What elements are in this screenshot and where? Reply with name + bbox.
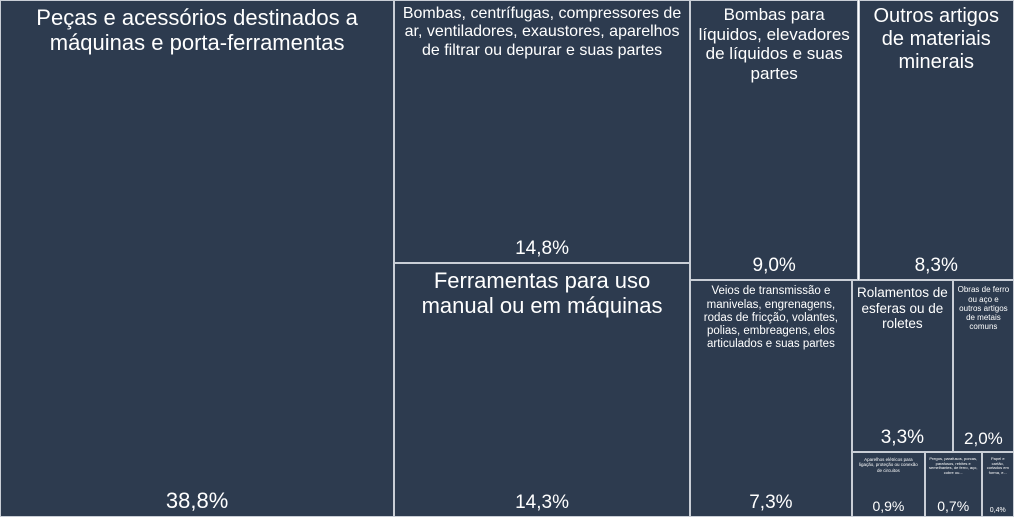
tile-value: 0,7% — [937, 497, 970, 514]
tile-value: 2,0% — [964, 429, 1003, 449]
tile: Bombas, centrífugas, compressores de ar,… — [394, 0, 690, 263]
tile-value: 0,4% — [989, 506, 1006, 514]
tile: Outros artigos de materiais minerais 8,3% — [858, 0, 1014, 281]
tile-name: Bombas para líquidos, elevadores de líqu… — [698, 5, 850, 83]
tile-value: 8,3% — [914, 255, 958, 277]
tile: Peças e acessórios destinados a máquinas… — [0, 0, 395, 517]
tile-value: 9,0% — [752, 255, 796, 277]
tile-name: Peças e acessórios destinados a máquinas… — [36, 5, 358, 56]
tile-name: Papel e cartão, cortados em forma, e... — [986, 456, 1009, 475]
tile: Rolamentos de esferas ou de roletes 3,3% — [851, 280, 953, 453]
tile-value: 7,3% — [749, 491, 793, 513]
tile: Pregos, parafusos, porcas, parafusos, re… — [924, 452, 982, 517]
tile-name: Outros artigos de materiais minerais — [873, 5, 1000, 73]
tile-name: Obras de ferro ou aço e outros artigos d… — [957, 285, 1010, 332]
tile-value: 38,8% — [165, 488, 229, 513]
tile: Obras de ferro ou aço e outros artigos d… — [952, 280, 1014, 453]
tile: Bombas para líquidos, elevadores de líqu… — [689, 0, 859, 281]
tile: Papel e cartão, cortados em forma, e... 0… — [981, 452, 1014, 517]
tile-value: 14,3% — [515, 491, 569, 513]
tile-name: Bombas, centrífugas, compressores de ar,… — [402, 5, 682, 59]
tile: Aparelhos elétricos para ligação, proteç… — [851, 452, 925, 517]
tile-name: Rolamentos de esferas ou de roletes — [856, 285, 948, 332]
tile-value: 3,3% — [880, 427, 925, 449]
tile-value: 14,8% — [515, 237, 569, 259]
tile: Veios de transmissão e manivelas, engren… — [689, 280, 852, 517]
tile-value: 0,9% — [872, 497, 905, 514]
tile-name: Aparelhos elétricos para ligação, proteç… — [859, 457, 918, 473]
tile-name: Veios de transmissão e manivelas, engren… — [703, 285, 839, 351]
tile-name: Ferramentas para uso manual ou em máquin… — [421, 267, 663, 319]
tile: Ferramentas para uso manual ou em máquin… — [394, 262, 690, 517]
tile-name: Pregos, parafusos, porcas, parafusos, re… — [928, 456, 978, 475]
